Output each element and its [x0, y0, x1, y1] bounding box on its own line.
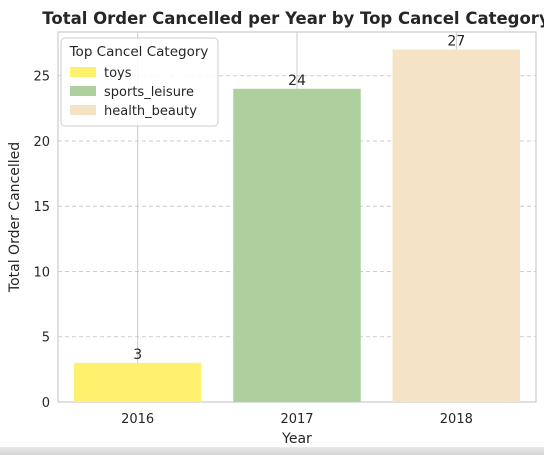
y-axis-label: Total Order Cancelled [7, 142, 23, 293]
chart-title: Total Order Cancelled per Year by Top Ca… [42, 9, 544, 28]
x-tick-label: 2016 [121, 412, 154, 427]
legend-box [60, 37, 219, 127]
x-axis-label: Year [281, 431, 312, 447]
x-tick-labels: 2016 2017 2018 [121, 412, 473, 427]
legend-label: toys [104, 66, 132, 81]
y-tick-label: 0 [42, 396, 50, 411]
y-tick-label: 5 [42, 331, 50, 346]
bar-value-label: 27 [447, 34, 465, 50]
bottom-border [0, 447, 544, 455]
y-tick-label: 15 [33, 200, 50, 215]
legend-swatch [70, 67, 96, 77]
y-tick-label: 20 [33, 135, 50, 150]
y-tick-label: 25 [33, 70, 50, 85]
bar-sports_leisure [233, 88, 361, 402]
x-tick-label: 2018 [440, 412, 473, 427]
legend-entries: toys sports_leisure health_beauty [70, 66, 197, 119]
y-tick-labels: 0 5 10 15 20 25 [33, 70, 50, 411]
bar-health_beauty [392, 49, 521, 402]
bar-value-label: 24 [288, 73, 306, 89]
legend-swatch [70, 86, 96, 96]
y-tick-label: 10 [33, 265, 50, 280]
bars [73, 49, 521, 402]
bar-toys [73, 362, 202, 402]
bar-value-label: 3 [133, 347, 142, 363]
legend-swatch [70, 105, 96, 115]
bar-labels: 3 24 27 [133, 34, 465, 363]
legend: Top Cancel Category toys sports_leisurehe… [60, 37, 219, 127]
legend-label: health_beauty [104, 104, 197, 119]
legend-label: sports_leisure [104, 85, 194, 100]
x-tick-label: 2017 [280, 412, 313, 427]
legend-title: Top Cancel Category [69, 44, 209, 60]
